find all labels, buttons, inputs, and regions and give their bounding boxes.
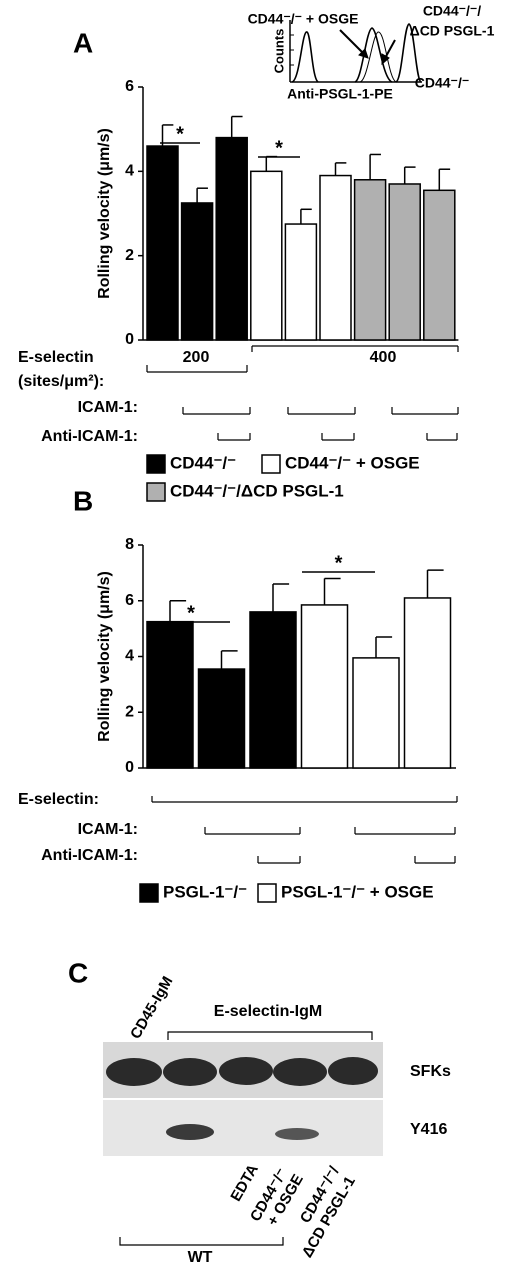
bar bbox=[146, 145, 179, 341]
condition-label: (sites/μm²): bbox=[18, 373, 104, 390]
legend-swatch bbox=[261, 454, 281, 474]
group-footer: WT bbox=[188, 1249, 213, 1266]
panel-label: C bbox=[68, 957, 88, 988]
y-tick-label: 8 bbox=[125, 536, 134, 553]
y-tick-label: 4 bbox=[125, 163, 134, 180]
condition-label: ICAM-1: bbox=[78, 399, 138, 416]
y-axis-label: Rolling velocity (μm/s) bbox=[96, 571, 113, 742]
condition-level: 200 bbox=[183, 349, 210, 366]
bar bbox=[146, 620, 194, 769]
y-tick-label: 0 bbox=[125, 759, 134, 776]
panel-label: B bbox=[73, 485, 93, 516]
legend-label: CD44⁻/⁻ bbox=[170, 453, 236, 472]
condition-label: Anti-ICAM-1: bbox=[41, 428, 138, 445]
legend-swatch bbox=[139, 883, 159, 903]
y-tick-label: 4 bbox=[125, 648, 134, 665]
bar bbox=[353, 179, 387, 341]
inset-label: CD44⁻/⁻/ bbox=[423, 3, 481, 19]
blot bbox=[103, 1031, 383, 1246]
condition-level: 400 bbox=[370, 349, 397, 366]
legend-label: PSGL-1⁻/⁻ bbox=[163, 882, 247, 901]
bar bbox=[319, 174, 352, 341]
bar bbox=[215, 136, 248, 341]
inset-label: CD44⁻/⁻ + OSGE bbox=[248, 11, 359, 27]
condition-label: E-selectin: bbox=[18, 791, 99, 808]
significance-star: * bbox=[176, 123, 184, 145]
y-tick-label: 2 bbox=[125, 703, 134, 720]
condition-label: ICAM-1: bbox=[78, 821, 138, 838]
group-header: E-selectin-IgM bbox=[214, 1003, 322, 1020]
bar bbox=[180, 202, 214, 341]
inset-y-label: Counts bbox=[271, 29, 286, 74]
inset-histogram bbox=[289, 20, 422, 83]
legend-swatch bbox=[146, 454, 166, 474]
panel-label: A bbox=[73, 27, 93, 58]
bar bbox=[388, 183, 421, 341]
row-label: Y416 bbox=[410, 1121, 447, 1138]
legend-label: CD44⁻/⁻/ΔCD PSGL-1 bbox=[170, 481, 344, 500]
legend-swatch bbox=[257, 883, 277, 903]
y-tick-label: 0 bbox=[125, 331, 134, 348]
significance-star: * bbox=[335, 552, 343, 574]
bar bbox=[249, 611, 297, 769]
bar bbox=[300, 604, 349, 769]
condition-label: E-selectin bbox=[18, 349, 94, 366]
condition-label: Anti-ICAM-1: bbox=[41, 847, 138, 864]
y-tick-label: 6 bbox=[125, 78, 134, 95]
bar bbox=[403, 597, 452, 769]
significance-star: * bbox=[275, 137, 283, 159]
bar bbox=[423, 189, 456, 341]
inset-label: CD44⁻/⁻ bbox=[415, 75, 469, 91]
inset-label: ΔCD PSGL-1 bbox=[410, 23, 495, 39]
inset-x-label: Anti-PSGL-1-PE bbox=[287, 86, 393, 102]
legend-label: PSGL-1⁻/⁻ + OSGE bbox=[281, 882, 434, 901]
y-tick-label: 2 bbox=[125, 247, 134, 264]
bar bbox=[250, 170, 283, 341]
bar bbox=[197, 668, 246, 769]
legend-swatch bbox=[146, 482, 166, 502]
row-label: SFKs bbox=[410, 1063, 451, 1080]
legend-label: CD44⁻/⁻ + OSGE bbox=[285, 453, 420, 472]
y-axis-label: Rolling velocity (μm/s) bbox=[96, 128, 113, 299]
significance-star: * bbox=[187, 602, 195, 624]
bar bbox=[284, 223, 318, 341]
bar bbox=[352, 657, 400, 769]
y-tick-label: 6 bbox=[125, 592, 134, 609]
